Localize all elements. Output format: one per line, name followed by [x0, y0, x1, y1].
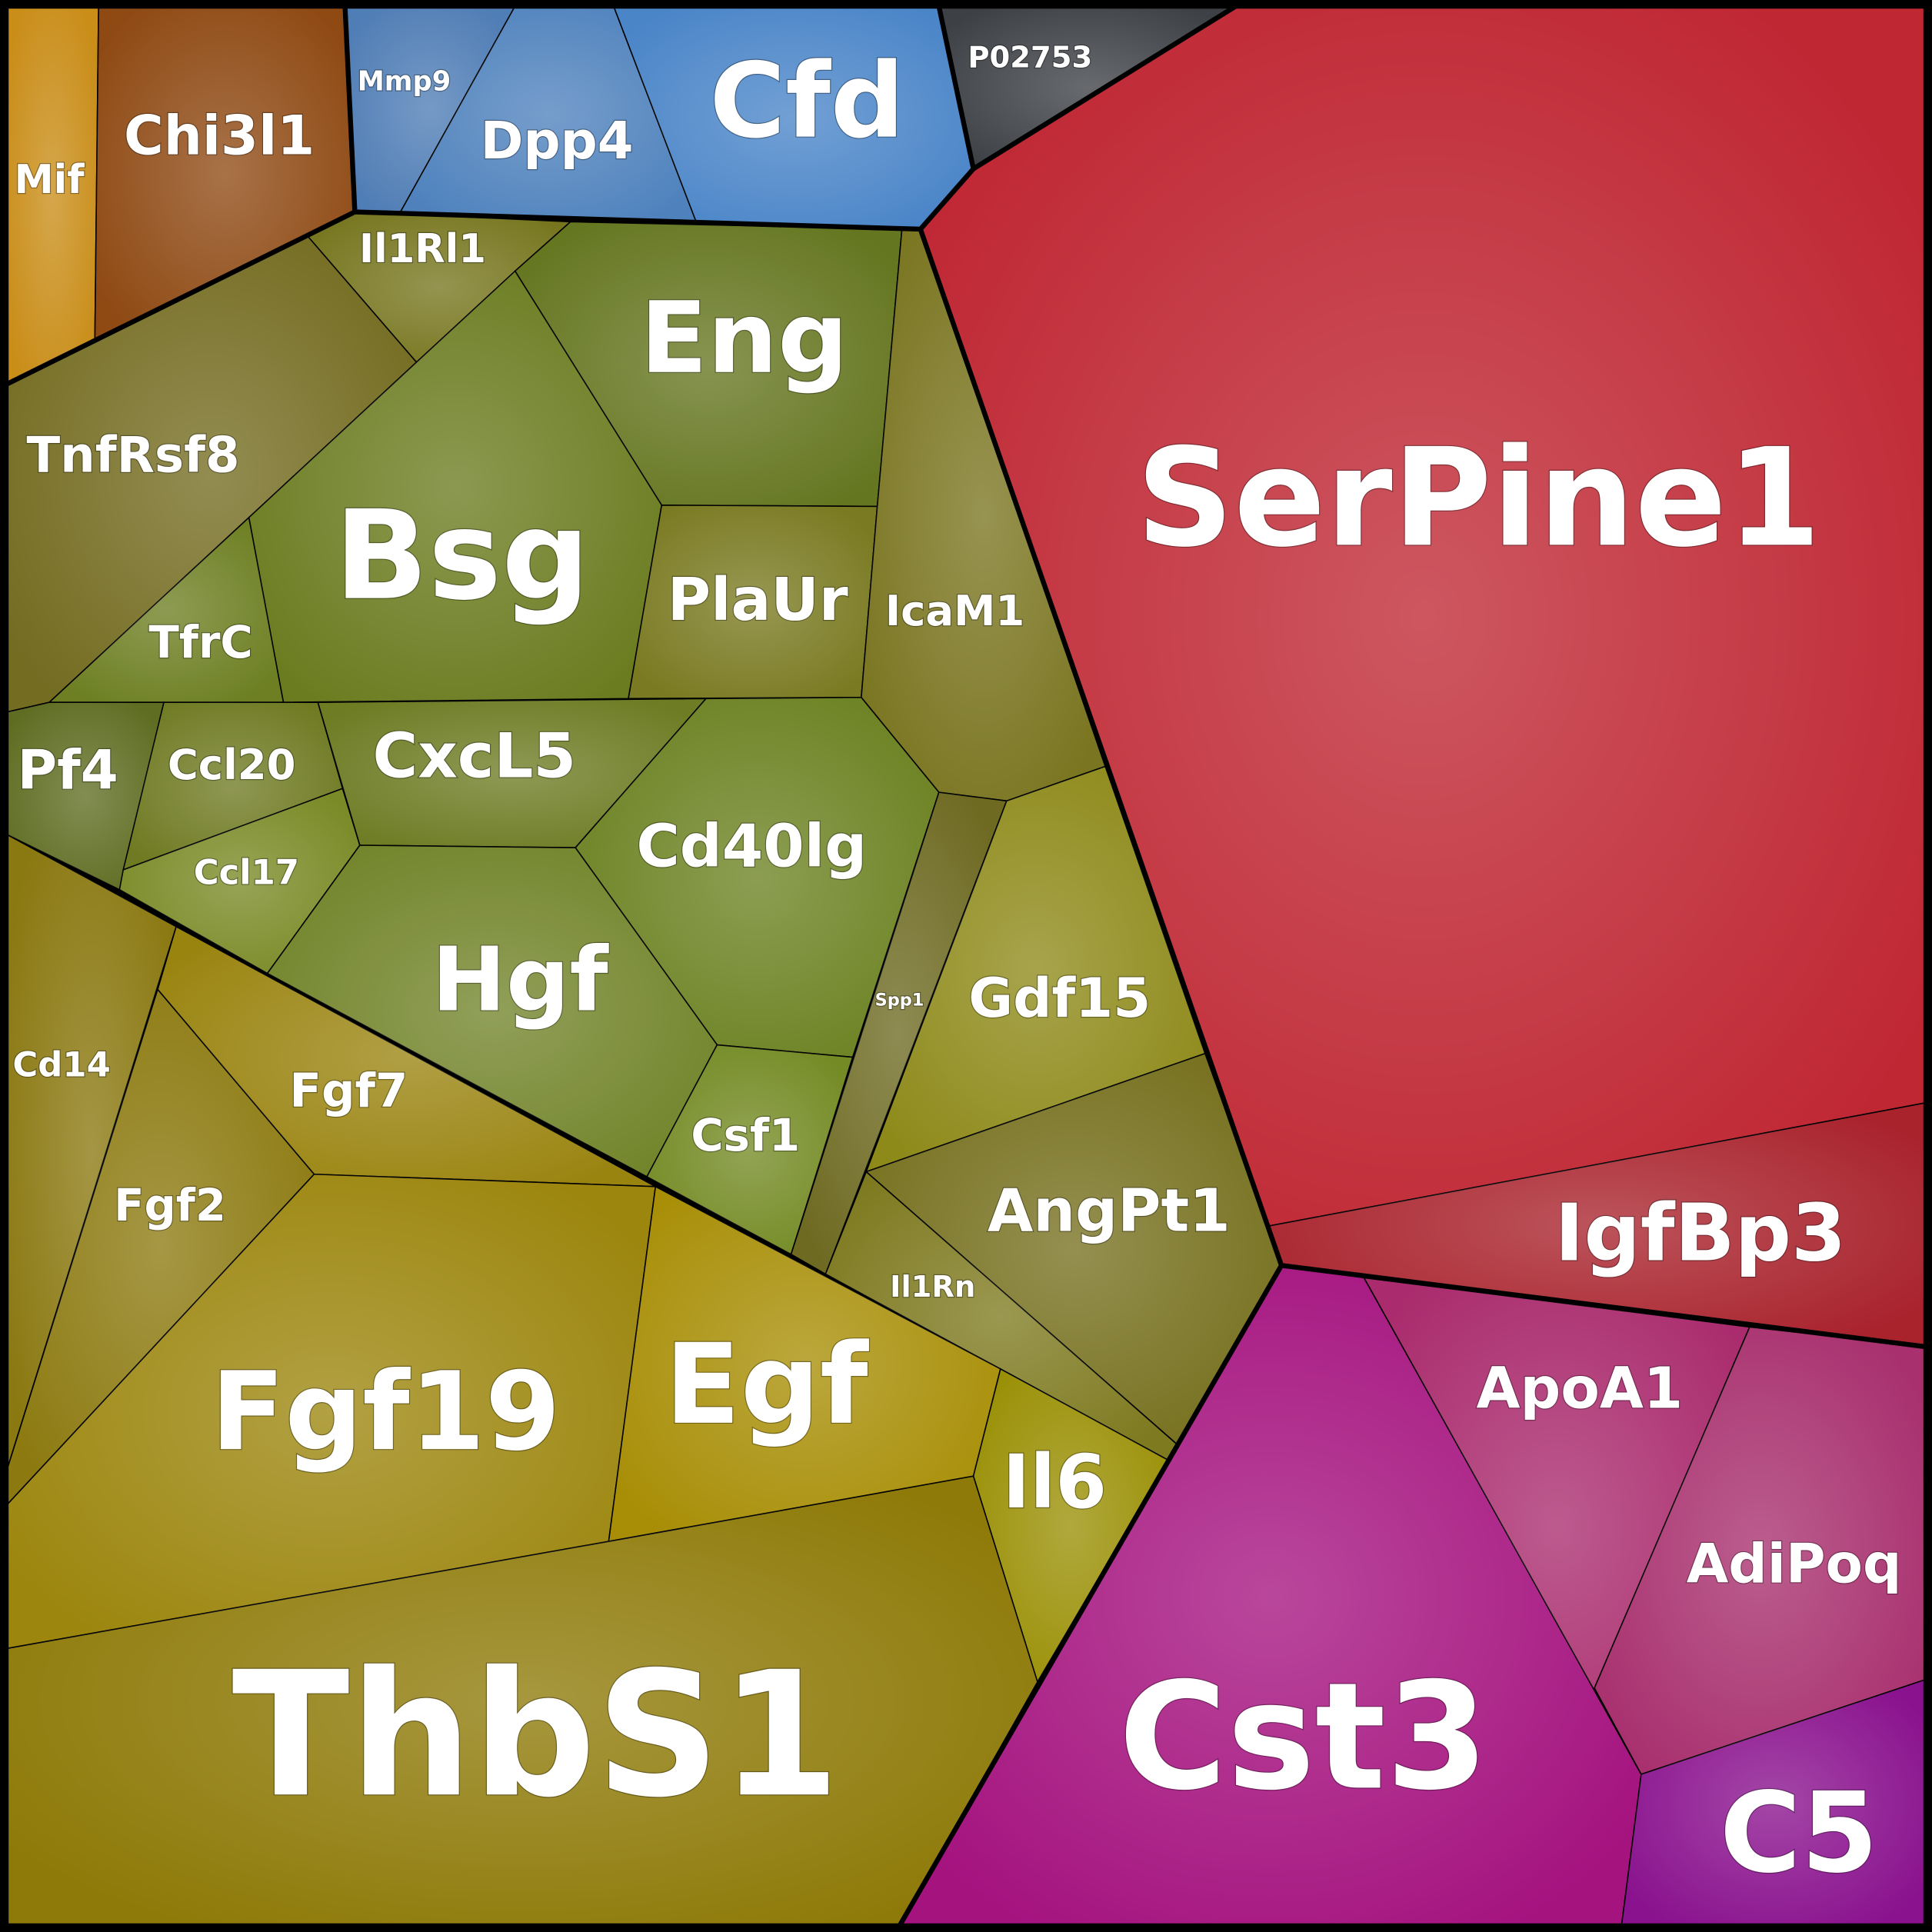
cell-shading	[95, 6, 355, 339]
cell-label: IcaM1	[885, 586, 1024, 635]
cell-shading	[6, 702, 165, 890]
cell-label: PlaUr	[668, 566, 848, 635]
cell-shading	[515, 222, 902, 507]
cell-label: TnfRsf8	[26, 428, 239, 485]
cell-shading	[6, 236, 417, 712]
cell-shading	[973, 1368, 1168, 1682]
cell-shading	[6, 6, 99, 385]
cell-label: Ccl17	[194, 851, 299, 892]
cell-shading	[647, 1044, 853, 1254]
cell-shading	[6, 1476, 1038, 1926]
group-border	[897, 1264, 1284, 1927]
cell-shading	[861, 228, 1106, 801]
cell-label: Bsg	[335, 484, 590, 628]
cell-shading	[400, 6, 697, 222]
cell-shading	[119, 788, 360, 974]
cell-shading	[575, 697, 939, 1058]
group-outlines	[3, 3, 1929, 1929]
cell-label: SerPine1	[1136, 418, 1820, 577]
labels: Mif Chi3l1 Mmp9 Dpp4 Cfd P02753 SerPine1 IgfBp3…	[12, 39, 1902, 1899]
cell-label: Il6	[1003, 1439, 1108, 1525]
cell-label: TfrC	[149, 616, 253, 668]
cell-label: Il1Rn	[890, 1270, 975, 1304]
cell-label: Pf4	[17, 739, 118, 802]
cells	[5, 5, 1927, 1927]
cell-label: IgfBp3	[1554, 1188, 1846, 1279]
cell-label: Cd14	[12, 1044, 110, 1084]
cell-shading	[6, 989, 315, 1506]
cell-shading	[866, 1053, 1282, 1444]
outer-border	[3, 3, 1929, 1929]
cell-shading	[628, 505, 878, 699]
cell-label: AdiPoq	[1687, 1532, 1902, 1595]
cell-shading	[318, 698, 706, 848]
cell-label: ApoA1	[1476, 1356, 1683, 1421]
cell-shading	[1364, 1277, 1750, 1774]
cell-shading	[6, 1174, 656, 1649]
cell-shading	[158, 926, 656, 1187]
cell-shading	[6, 834, 177, 1473]
cell-shading	[899, 1265, 1641, 1926]
cell-shading	[1621, 1679, 1926, 1926]
cell-label: Cd40lg	[636, 812, 867, 881]
cell-shading	[267, 845, 718, 1177]
cell-label: C5	[1720, 1769, 1878, 1898]
cell-label: Mif	[15, 157, 85, 203]
cell-label: Spp1	[875, 990, 924, 1010]
cell-label: CxcL5	[372, 720, 576, 791]
cell-shading	[791, 792, 1007, 1274]
cell-shading	[613, 6, 974, 229]
cell-label: Fgf2	[114, 1179, 226, 1231]
cell-shading	[1269, 1102, 1926, 1347]
cell-label: Il1Rl1	[359, 226, 486, 272]
cell-label: Gdf15	[968, 967, 1151, 1030]
cell-label: P02753	[968, 40, 1092, 75]
cell-label: AngPt1	[988, 1178, 1231, 1246]
cell-label: ThbS1	[232, 1634, 841, 1835]
cell-label: Hgf	[431, 928, 609, 1031]
cell-shading	[938, 6, 1236, 169]
cell-shading	[920, 6, 1926, 1227]
cell-label: Mmp9	[358, 65, 451, 97]
cell-label: Cfd	[710, 41, 905, 162]
cell-label: Fgf7	[289, 1064, 408, 1118]
cell-shading	[1594, 1327, 1926, 1774]
group-border	[355, 5, 976, 232]
cell-label: Csf1	[691, 1109, 800, 1161]
cell-shading	[248, 271, 662, 703]
cell-label: Egf	[665, 1321, 869, 1450]
cell-label: Eng	[640, 281, 848, 396]
cell-label: Dpp4	[481, 111, 634, 171]
cell-label: Cst3	[1118, 1651, 1488, 1823]
cell-shading	[308, 212, 571, 362]
group-border	[971, 4, 1237, 172]
cell-shading	[608, 1186, 1001, 1542]
cell-shading	[825, 1171, 1177, 1461]
cell-shading	[345, 6, 515, 212]
cell-shading	[866, 766, 1205, 1172]
cell-label: Chi3l1	[124, 105, 315, 168]
cell-shading	[123, 702, 343, 871]
cell-shading	[49, 517, 284, 703]
cell-label: Ccl20	[168, 740, 296, 789]
cell-label: Fgf19	[211, 1349, 561, 1475]
